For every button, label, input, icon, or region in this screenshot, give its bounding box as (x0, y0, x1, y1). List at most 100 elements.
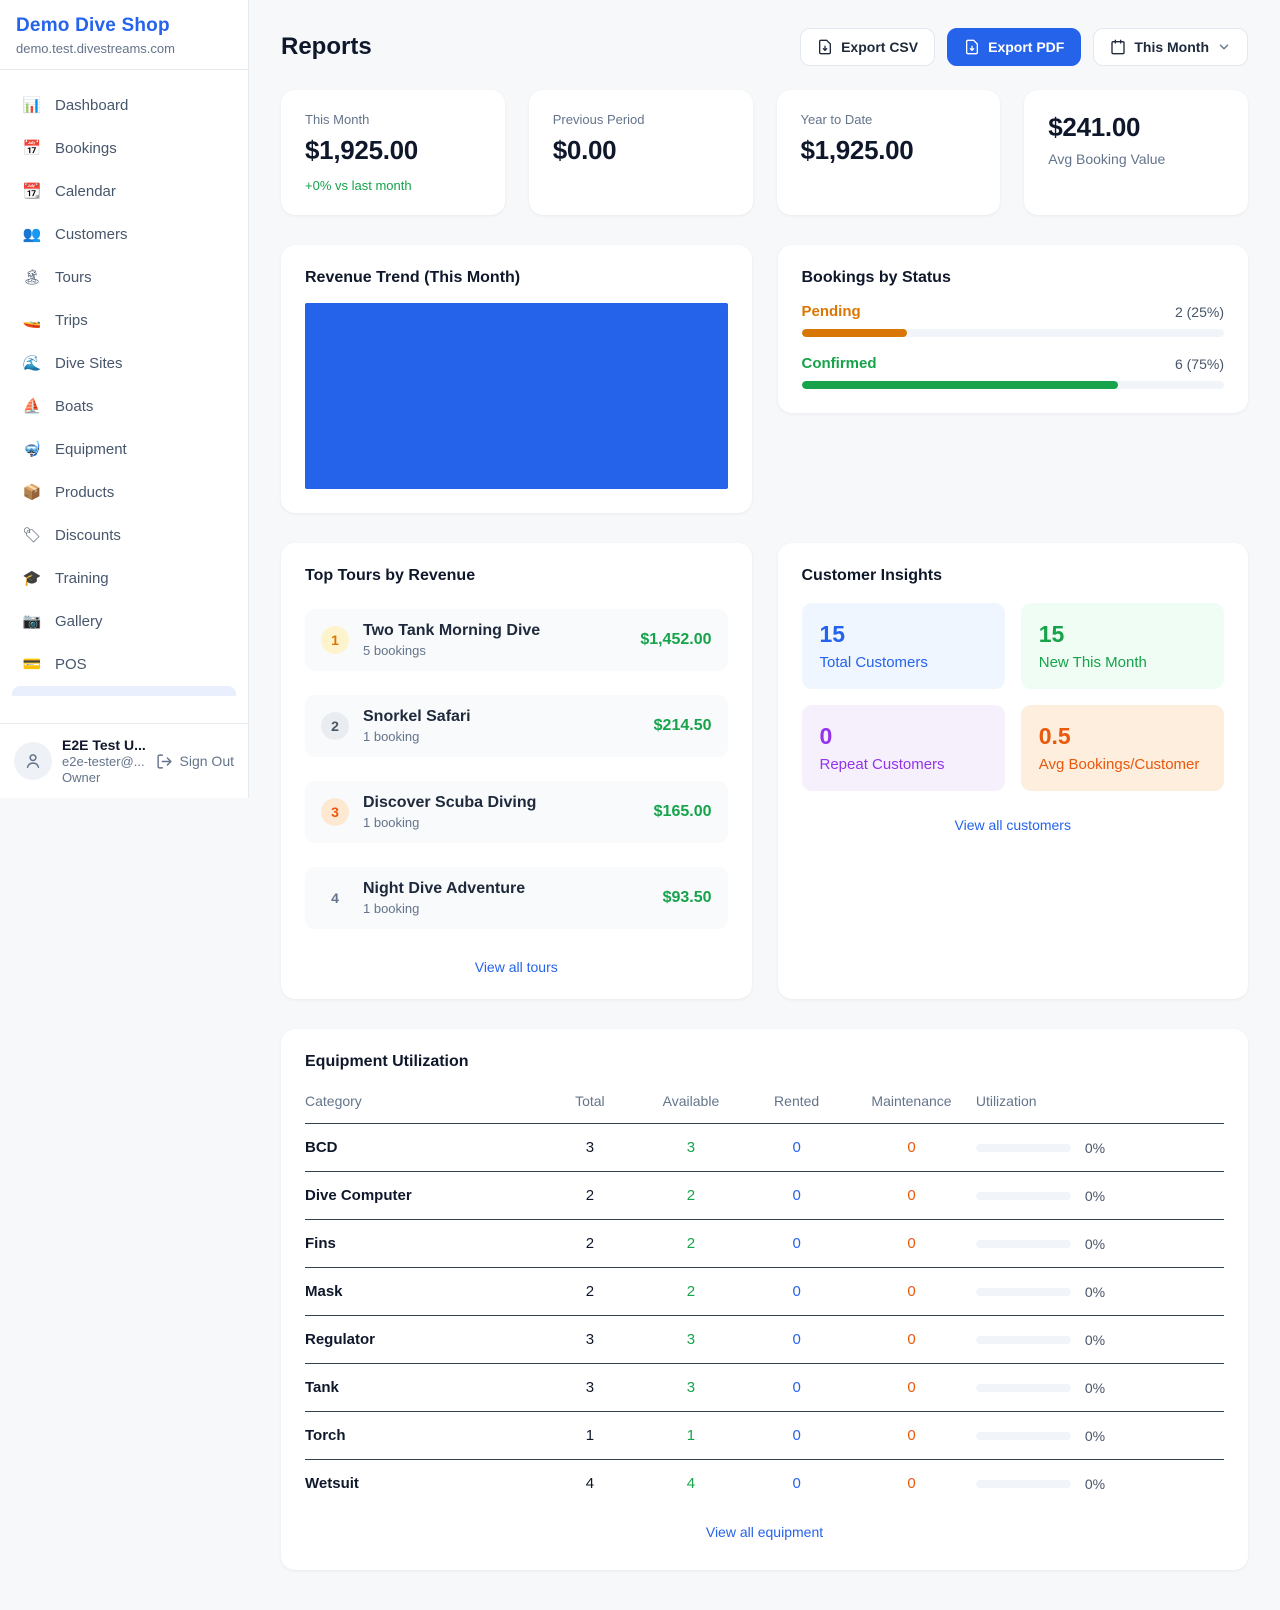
tour-row: 3 Discover Scuba Diving 1 booking $165.0… (305, 781, 728, 843)
stat-value: $1,925.00 (305, 135, 418, 165)
stat-card-year-to-date: Year to Date $1,925.00 (776, 90, 1001, 215)
column-header-category: Category (305, 1087, 544, 1124)
insight-tile-repeat-customers: 0 Repeat Customers (801, 705, 1005, 791)
insight-value: 15 (819, 621, 846, 647)
sidebar-item-label: Gallery (55, 613, 103, 630)
cell-category: Fins (305, 1219, 544, 1268)
tag-icon: 🏷 (22, 527, 42, 544)
sidebar-item-label: Customers (55, 226, 128, 243)
utilization-bar (975, 1431, 1071, 1440)
utilization-bar (975, 1191, 1071, 1200)
cell-maintenance: 0 (847, 1219, 976, 1268)
sidebar-item-equipment[interactable]: 🤿 Equipment (12, 428, 236, 471)
bookings-by-status-title: Bookings by Status (801, 269, 951, 286)
period-select[interactable]: This Month (1093, 28, 1248, 66)
tour-revenue: $165.00 (653, 803, 712, 820)
sidebar-item-bookings[interactable]: 📅 Bookings (12, 127, 236, 170)
cell-utilization: 0% (1084, 1187, 1106, 1204)
insight-tile-avg-bookings: 0.5 Avg Bookings/Customer (1020, 705, 1224, 791)
view-all-equipment-link[interactable]: View all equipment (705, 1524, 824, 1540)
sidebar-item-trips[interactable]: 🚤 Trips (12, 299, 236, 342)
cell-available: 2 (635, 1267, 747, 1316)
tour-name: Discover Scuba Diving (363, 794, 537, 811)
sidebar-item-label: POS (55, 656, 87, 673)
file-download-icon (966, 39, 979, 55)
cell-utilization: 0% (1084, 1139, 1106, 1156)
cell-total: 3 (543, 1123, 636, 1172)
sidebar-item-dashboard[interactable]: 📊 Dashboard (12, 84, 236, 127)
sidebar-item-label: Calendar (55, 183, 116, 200)
cell-rented: 0 (746, 1219, 848, 1268)
cell-available: 3 (635, 1123, 747, 1172)
export-csv-button[interactable]: Export CSV (800, 28, 936, 66)
sidebar-item-label: Trips (55, 312, 88, 329)
stat-card-this-month: This Month $1,925.00 +0% vs last month (281, 90, 505, 215)
cell-total: 3 (543, 1315, 636, 1364)
utilization-bar (975, 1383, 1071, 1392)
sidebar-item-gallery[interactable]: 📷 Gallery (12, 600, 236, 643)
status-row-confirmed: Confirmed 6 (75%) (801, 355, 1224, 389)
sidebar: Demo Dive Shop demo.test.divestreams.com… (0, 0, 249, 798)
package-icon: 📦 (22, 484, 42, 501)
column-header-maintenance: Maintenance (847, 1087, 976, 1124)
revenue-trend-title: Revenue Trend (This Month) (305, 269, 521, 286)
column-header-available: Available (635, 1087, 747, 1124)
calendar-icon: 📆 (22, 183, 42, 200)
calendar-icon (1111, 39, 1126, 55)
cell-total: 2 (543, 1171, 636, 1220)
progress-track (801, 381, 1224, 389)
equipment-table: Category Total Available Rented Maintena… (305, 1087, 1224, 1500)
tour-name: Snorkel Safari (363, 708, 471, 725)
cell-available: 2 (635, 1171, 747, 1220)
sidebar-item-calendar[interactable]: 📆 Calendar (12, 170, 236, 213)
cell-total: 2 (543, 1219, 636, 1268)
stat-value: $241.00 (1048, 112, 1141, 142)
cell-rented: 0 (746, 1411, 848, 1460)
view-all-tours-link[interactable]: View all tours (474, 959, 558, 975)
cell-maintenance: 0 (847, 1171, 976, 1220)
sidebar-item-products[interactable]: 📦 Products (12, 471, 236, 514)
equipment-utilization-title: Equipment Utilization (305, 1053, 469, 1070)
sign-out-label: Sign Out (179, 753, 234, 769)
customers-icon: 👥 (22, 226, 42, 243)
cell-maintenance: 0 (847, 1315, 976, 1364)
sidebar-item-label: Discounts (55, 527, 121, 544)
sidebar-item-tours[interactable]: 🏝 Tours (12, 256, 236, 299)
insight-value: 0.5 (1038, 723, 1071, 749)
table-row: Fins 2 2 0 0 0% (305, 1219, 1224, 1268)
diving-mask-icon: 🤿 (22, 441, 42, 458)
table-row: Wetsuit 4 4 0 0 0% (305, 1460, 1224, 1501)
stats-row: This Month $1,925.00 +0% vs last month P… (281, 90, 1248, 215)
export-pdf-button[interactable]: Export PDF (947, 28, 1082, 66)
cell-maintenance: 0 (907, 1475, 916, 1492)
cell-category: Wetsuit (305, 1475, 359, 1492)
cell-rented: 0 (746, 1171, 848, 1220)
view-all-customers-link[interactable]: View all customers (954, 817, 1071, 833)
table-row: Dive Computer 2 2 0 0 0% (305, 1171, 1224, 1220)
sidebar-item-customers[interactable]: 👥 Customers (12, 213, 236, 256)
sidebar-item-training[interactable]: 🎓 Training (12, 557, 236, 600)
customer-insights-title: Customer Insights (801, 567, 942, 584)
stat-value: $0.00 (552, 135, 617, 165)
tour-name: Two Tank Morning Dive (363, 622, 541, 639)
sidebar-item-dive-sites[interactable]: 🌊 Dive Sites (12, 342, 236, 385)
tour-name: Night Dive Adventure (363, 880, 526, 897)
sidebar-item-pos[interactable]: 💳 POS (12, 643, 236, 686)
top-tours-card: Top Tours by Revenue 1 Two Tank Morning … (281, 543, 752, 999)
tour-bookings: 1 booking (363, 729, 420, 744)
sidebar-item-discounts[interactable]: 🏷 Discounts (12, 514, 236, 557)
cell-total: 4 (585, 1475, 595, 1492)
cell-rented: 0 (746, 1267, 848, 1316)
tour-revenue: $214.50 (653, 717, 712, 734)
tour-revenue: $93.50 (662, 889, 712, 906)
cell-utilization: 0% (1084, 1475, 1106, 1492)
status-count: 2 (25%) (1174, 303, 1224, 320)
cell-category: Tank (305, 1363, 544, 1412)
sign-out-button[interactable]: Sign Out (156, 753, 234, 770)
sidebar-item-active-partial[interactable] (12, 686, 236, 696)
sidebar-item-boats[interactable]: ⛵ Boats (12, 385, 236, 428)
cell-maintenance: 0 (847, 1363, 976, 1412)
file-download-icon (819, 39, 832, 55)
tour-bookings: 5 bookings (363, 643, 426, 658)
rank-badge: 2 (321, 712, 349, 740)
